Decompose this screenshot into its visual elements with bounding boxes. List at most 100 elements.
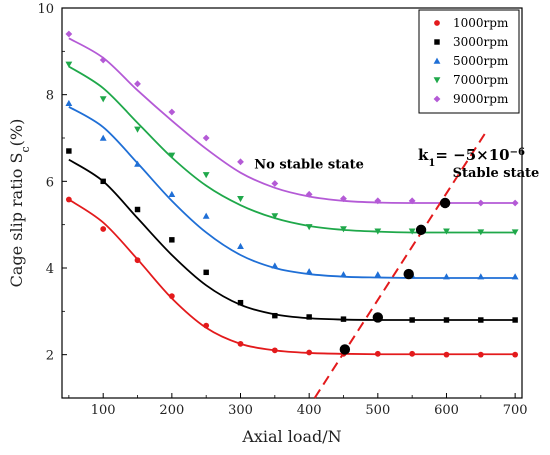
series-3-point — [168, 152, 176, 159]
series-3-point — [477, 229, 485, 236]
series-0-point — [203, 322, 210, 329]
legend-marker-0 — [434, 20, 440, 26]
series-0-point — [168, 293, 175, 300]
slope-label-exp: −6 — [510, 147, 525, 158]
series-2-point — [374, 271, 382, 278]
series-4-point — [237, 158, 244, 166]
series-3-point — [271, 213, 279, 220]
series-2-point — [340, 271, 347, 278]
series-2-point — [271, 262, 279, 269]
legend-marker-1 — [434, 39, 440, 45]
boundary-layer — [313, 128, 489, 399]
series-4-point — [340, 195, 347, 203]
series-2-point — [168, 190, 176, 198]
series-1-point — [443, 317, 450, 323]
series-2-point — [65, 99, 73, 107]
y-axis-title-unit: (%) — [7, 119, 26, 147]
series-0-point — [374, 350, 381, 357]
boundary-point — [403, 268, 414, 280]
slope-label-rest: = −5×10 — [435, 146, 509, 164]
boundary-point — [439, 197, 451, 209]
x-tick-label: 200 — [159, 403, 184, 418]
legend-marker-3 — [433, 77, 441, 84]
series-3-point — [237, 195, 244, 203]
series-1-point — [134, 206, 141, 213]
series-1-point — [237, 299, 244, 306]
series-4-point — [477, 199, 485, 207]
series-2-point — [477, 273, 485, 280]
series-0-point — [65, 196, 72, 203]
series-3-point — [202, 172, 210, 179]
series-0-point — [100, 226, 107, 232]
series-1-point — [100, 178, 106, 185]
y-tick-label: 6 — [46, 175, 54, 190]
legend-label-4: 9000rpm — [453, 92, 509, 106]
series-4-point — [271, 180, 279, 187]
series-0-point — [512, 351, 519, 358]
series-4-point — [305, 190, 313, 198]
series-1-point — [340, 316, 347, 322]
x-tick-label: 100 — [91, 403, 116, 418]
series-2-point — [443, 273, 450, 280]
y-axis-title: Cage slip ratio Sc(%) — [7, 119, 32, 288]
y-tick-label: 2 — [46, 349, 54, 364]
series-0-point — [409, 350, 416, 357]
series-4-point — [408, 197, 416, 205]
x-tick-label: 500 — [365, 403, 390, 418]
series-0-point — [134, 257, 141, 264]
series-3-fit-line — [68, 65, 516, 234]
text-layer: 100 200 300 400 500 600 700 2 4 6 8 10 Axial load/N C… — [7, 2, 539, 446]
series-3-point — [340, 226, 347, 233]
legend-marker-4 — [433, 95, 441, 103]
x-tick-label: 300 — [228, 403, 253, 418]
legend-label-1: 3000rpm — [453, 35, 509, 49]
y-axis-title-sub: c — [19, 146, 32, 152]
series-1-point — [478, 317, 484, 323]
y-tick-label: 10 — [37, 2, 54, 17]
series-4-point — [134, 80, 141, 88]
series-0-point — [443, 351, 450, 358]
series-1-point — [409, 317, 415, 323]
series-1-point — [512, 317, 518, 323]
series-4-point — [202, 134, 210, 142]
series-3-point — [374, 228, 382, 235]
series-0-point — [271, 347, 278, 354]
legend: 1000rpm 3000rpm 5000rpm 7000rpm 9000rpm — [418, 9, 520, 114]
series-4-point — [99, 56, 107, 64]
series-0-fit-line — [68, 198, 516, 356]
series-2-point — [305, 268, 313, 275]
series-2-point — [202, 212, 210, 219]
series-0-point — [306, 349, 313, 356]
x-tick-label: 700 — [503, 403, 528, 418]
series-1-point — [203, 269, 209, 276]
series-3-point — [65, 61, 73, 68]
annotation-1: Stable state — [453, 166, 540, 181]
plot-frame — [61, 7, 523, 399]
series-2-point — [99, 134, 107, 141]
series-3-point — [511, 229, 519, 236]
series-3-point — [134, 126, 141, 133]
series-1-point — [66, 148, 72, 154]
boundary-point — [415, 224, 427, 236]
series-3-point — [305, 224, 313, 231]
series-4-point — [168, 108, 176, 116]
boundary-point — [339, 344, 351, 355]
series-4-point — [374, 197, 382, 205]
series-4-point — [511, 199, 519, 207]
x-tick-label: 600 — [434, 403, 459, 418]
series-1-point — [169, 237, 175, 243]
annotation-0: No stable state — [254, 157, 364, 172]
series-1-point — [306, 314, 312, 320]
series-3-point — [443, 228, 450, 235]
legend-label-0: 1000rpm — [453, 16, 509, 30]
legend-label-2: 5000rpm — [453, 54, 509, 68]
slope-label-k: k — [418, 146, 429, 164]
series-3-point — [99, 96, 107, 103]
legend-label-3: 7000rpm — [453, 73, 509, 87]
series-2-point — [511, 273, 519, 280]
series-1-fit-line — [68, 158, 516, 321]
series-4-point — [65, 30, 73, 38]
y-tick-label: 8 — [46, 89, 54, 104]
series-2-point — [237, 242, 244, 250]
